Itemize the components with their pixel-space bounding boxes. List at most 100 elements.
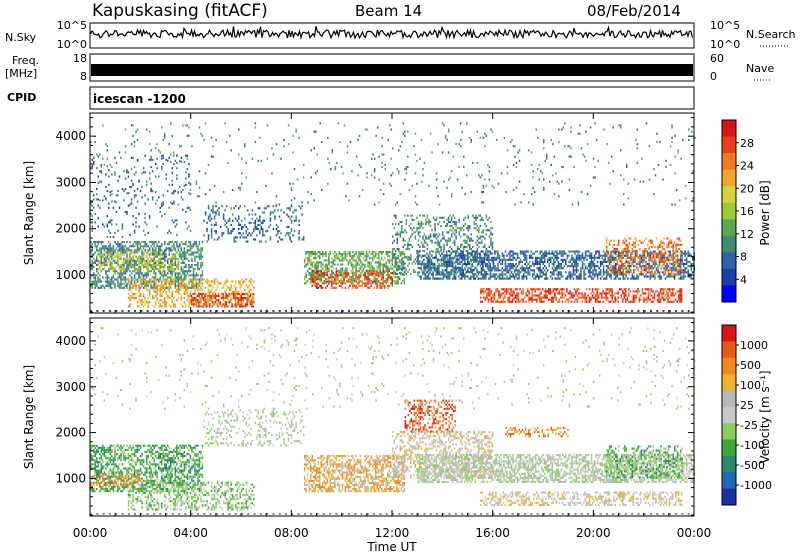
scatter-cell [398,248,400,251]
scatter-cell [426,277,428,280]
scatter-cell [625,254,627,257]
scatter-cell [105,284,107,287]
scatter-cell [379,286,381,289]
scatter-cell [97,241,99,244]
scatter-cell [462,263,464,266]
scatter-cell [303,261,306,264]
scatter-cell [177,292,180,295]
scatter-cell [99,253,101,256]
scatter-cell [403,278,406,281]
scatter-cell [612,265,614,268]
scatter-cell [174,303,177,306]
scatter-cell [393,270,395,273]
scatter-cell [467,256,469,259]
scatter-cell [618,250,620,253]
scatter-cell [231,280,234,283]
scatter-cell [416,229,418,232]
scatter-cell [482,277,484,280]
scatter-cell [447,220,450,223]
scatter-cell [388,261,390,264]
scatter-cell [426,237,429,240]
scatter-cell [672,265,674,268]
scatter-cell [236,294,238,297]
scatter-cell [185,183,187,186]
scatter-cell [158,260,160,263]
scatter-cell [593,254,596,257]
scatter-cell [435,248,438,251]
scatter-cell [666,263,668,266]
scatter-cell [334,263,336,266]
scatter-cell [130,260,133,263]
scatter-cell [466,258,468,261]
scatter-cell [411,229,414,232]
scatter-cell [138,276,140,279]
power-scatter [90,122,696,312]
scatter-cell [319,257,321,260]
scatter-cell [420,223,423,226]
scatter-cell [464,275,466,278]
scatter-cell [298,223,300,226]
scatter-cell [100,243,103,246]
scatter-cell [213,280,216,283]
scatter-cell [158,284,160,287]
date-label: 08/Feb/2014 [587,2,681,20]
scatter-cell [139,280,142,283]
scatter-cell [121,247,124,250]
scatter-cell [151,280,154,283]
scatter-cell [197,282,199,285]
scatter-cell [607,256,609,259]
scatter-cell [559,263,561,266]
scatter-cell [231,305,233,308]
scatter-cell [106,257,109,260]
scatter-cell [151,190,154,193]
scatter-cell [269,219,272,222]
scatter-cell [188,286,190,289]
scatter-cell [111,261,113,264]
scatter-cell [430,254,433,257]
scatter-cell [645,260,647,263]
scatter-cell [519,252,522,255]
scatter-cell [441,268,444,271]
scatter-cell [584,277,587,280]
scatter-cell [325,286,327,289]
scatter-cell [538,275,540,278]
scatter-cell [244,236,246,239]
scatter-cell [176,167,178,170]
scatter-cell [165,280,167,283]
scatter-cell [584,252,587,255]
scatter-cell [176,278,178,281]
scatter-cell [478,241,480,244]
scatter-cell [91,204,93,207]
scatter-cell [148,215,151,218]
scatter-cell [599,277,602,280]
scatter-cell [380,276,383,279]
scatter-cell [317,251,319,254]
freq-left-tick-bottom: 8 [80,70,87,83]
scatter-cell [195,286,198,289]
scatter-cell [194,284,196,287]
scatter-cell [108,276,110,279]
scatter-cell [477,256,480,259]
scatter-cell [153,243,155,246]
scatter-cell [554,267,557,270]
scatter-cell [114,249,116,252]
scatter-cell [655,269,658,272]
scatter-cell [572,277,575,280]
scatter-cell [280,232,282,235]
scatter-cell [448,256,451,259]
scatter-cell [397,257,399,260]
scatter-cell [96,259,98,262]
scatter-cell [232,294,235,297]
scatter-cell [335,286,338,289]
scatter-cell [302,236,305,239]
scatter-cell [151,243,154,246]
scatter-cell [322,272,324,275]
scatter-cell [420,256,423,259]
scatter-cell [423,263,425,266]
scatter-cell [182,270,184,273]
scatter-cell [553,258,555,261]
scatter-cell [198,305,200,308]
scatter-cell [115,253,118,256]
scatter-cell [485,214,488,217]
scatter-cell [286,232,288,235]
